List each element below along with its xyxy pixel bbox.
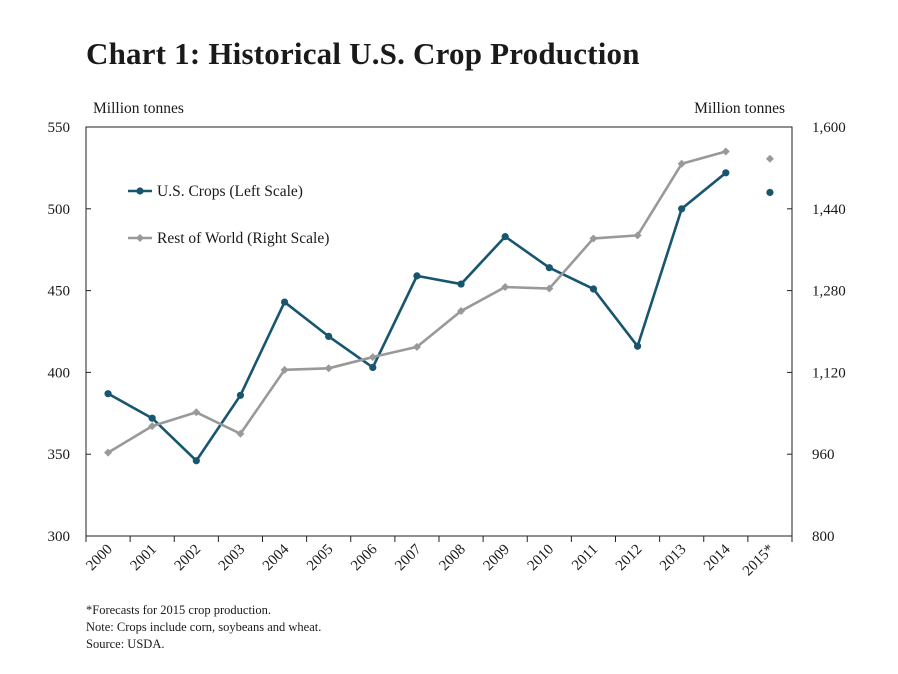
x-tick-label: 2002 [172,542,205,575]
data-point-1-12 [633,231,642,240]
x-tick-label: 2003 [216,542,249,575]
data-point-1-10 [545,284,554,293]
left-axis-label: Million tonnes [93,100,184,117]
legend-label-1: Rest of World (Right Scale) [157,230,329,247]
data-point-0-4 [280,298,289,306]
x-tick-label: 2006 [348,541,381,574]
data-point-1-8 [457,307,466,316]
x-tick-label: 2009 [480,542,513,575]
x-tick-label: 2014 [701,541,734,574]
legend-marker-1 [136,234,144,242]
left-tick-label: 500 [48,202,71,218]
data-point-1-9 [501,283,510,292]
data-point-0-14 [722,169,730,177]
data-point-0-3 [236,391,245,399]
x-tick-label: 2008 [436,542,469,575]
right-tick-label: 1,120 [812,365,846,381]
left-tick-label: 400 [48,365,71,381]
data-point-1-4 [280,365,289,374]
x-tick-label: 2005 [304,542,337,575]
series-line-0 [107,171,727,463]
x-tick-label: 2000 [83,542,116,575]
x-tick-label: 2010 [525,542,558,575]
legend-label-0: U.S. Crops (Left Scale) [157,183,303,200]
data-point-1-3 [236,429,245,438]
data-point-0-10 [545,264,553,272]
data-point-0-0 [104,390,112,398]
data-point-0-1 [148,414,156,422]
data-point-1-13 [677,159,686,168]
footnote-note: Note: Crops include corn, soybeans and w… [86,620,322,634]
left-tick-label: 350 [48,447,71,463]
data-point-0-9 [501,233,509,241]
line-chart: 300 350 400 450 500 550 800 960 1,120 1,280 1,440 1… [48,100,846,580]
data-point-0-2 [192,457,200,465]
data-point-0-12 [633,342,642,350]
data-point-1-0 [104,448,113,457]
x-tick-label: 2001 [127,542,160,575]
right-tick-label: 1,280 [812,284,846,300]
data-point-0-11 [589,285,598,293]
footnote-source: Source: USDA. [86,637,165,651]
x-tick-label: 2013 [657,542,690,575]
right-tick-label: 800 [812,529,835,545]
data-point-0-8 [457,280,465,288]
chart-title: Chart 1: Historical U.S. Crop Production [86,36,640,71]
data-point-0-13 [678,205,686,213]
right-tick-label: 1,440 [812,202,846,218]
x-tick-label: 2004 [260,541,293,574]
legend: U.S. Crops (Left Scale) Rest of World (Ri… [128,183,329,247]
left-tick-label: 300 [48,529,71,545]
x-tick-label: 2015* [740,542,778,580]
right-axis-label: Million tonnes [694,100,785,117]
forecast-point-1 [765,154,774,163]
data-point-1-1 [148,422,157,431]
data-point-1-7 [412,342,421,351]
x-tick-label: 2012 [613,542,646,575]
x-tick-label: 2007 [392,541,425,574]
data-point-1-2 [192,408,201,417]
legend-marker-0 [136,187,144,195]
data-point-0-5 [325,332,333,341]
x-tick-label: 2011 [569,542,601,574]
series-layer [104,147,774,465]
data-point-0-6 [369,363,377,372]
left-tick-label: 550 [48,120,71,136]
chart-notes: *Forecasts for 2015 crop production. Not… [86,602,321,653]
left-tick-label: 450 [48,284,71,300]
data-point-1-14 [721,147,730,156]
data-point-1-6 [368,353,377,362]
right-tick-label: 960 [812,447,835,463]
forecast-point-0 [766,188,774,197]
data-point-0-7 [413,272,421,280]
footnote-forecast: *Forecasts for 2015 crop production. [86,603,272,617]
data-point-1-5 [324,364,333,373]
right-tick-label: 1,600 [812,120,846,136]
data-point-1-11 [589,234,598,243]
